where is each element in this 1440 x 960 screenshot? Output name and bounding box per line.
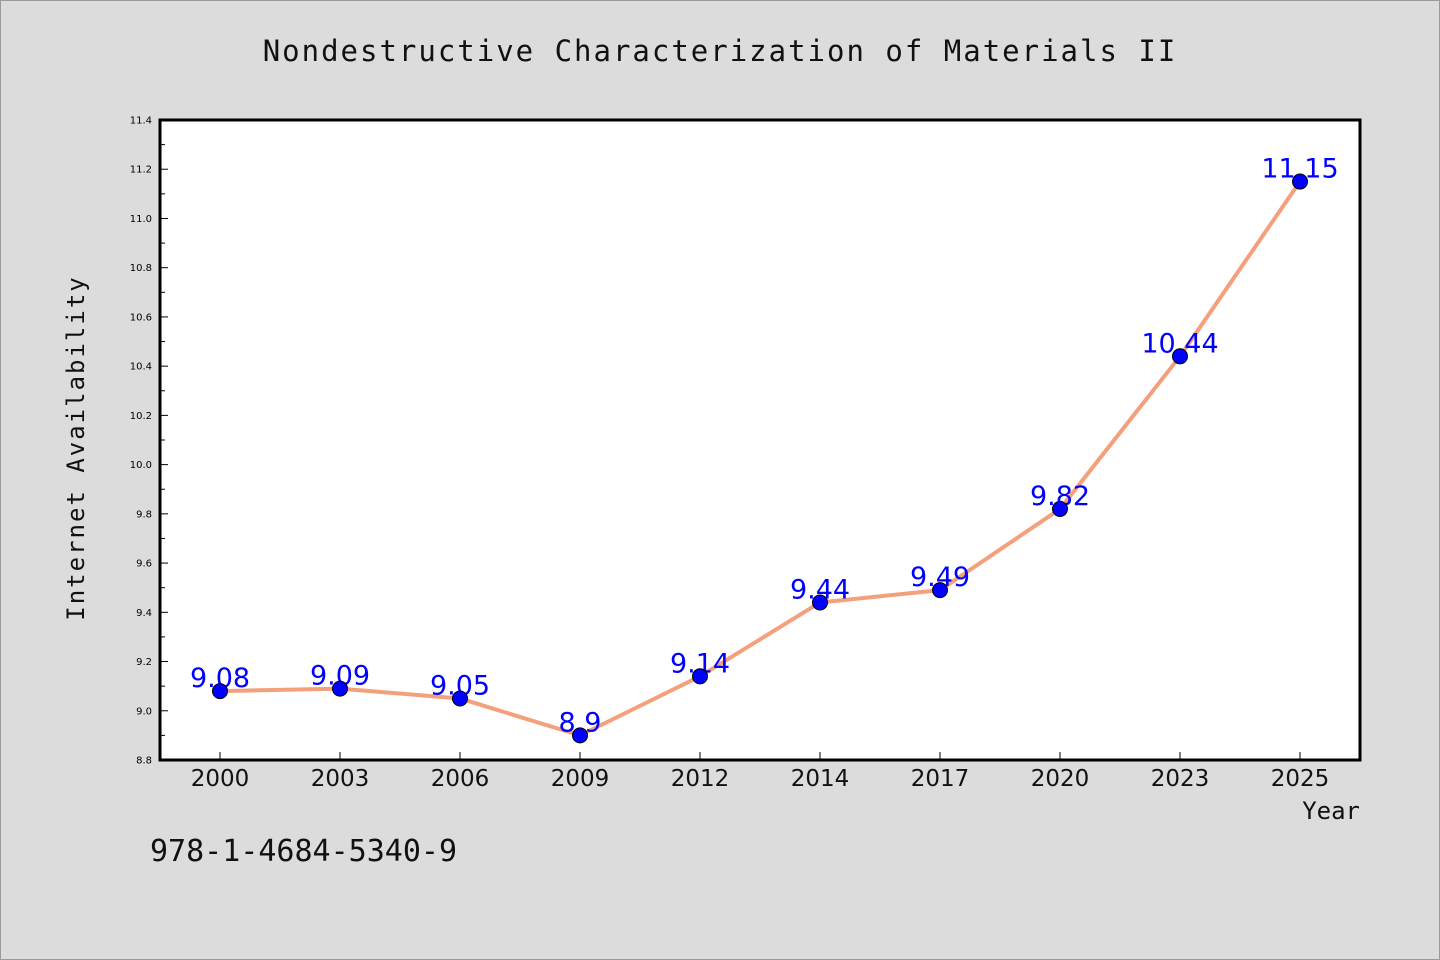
series-line — [218, 179, 1302, 738]
x-tick-label: 2023 — [1151, 766, 1210, 792]
x-tick-label: 2025 — [1271, 766, 1330, 792]
y-tick-label: 10.0 — [130, 460, 152, 471]
data-point — [1052, 500, 1068, 517]
x-tick-label: 2006 — [431, 766, 490, 792]
y-tick-label: 9.0 — [136, 706, 152, 717]
data-point — [692, 668, 708, 685]
y-tick-label: 10.6 — [130, 312, 152, 323]
x-tick-label: 2020 — [1031, 766, 1090, 792]
x-tick-label: 2017 — [911, 766, 970, 792]
data-point — [572, 727, 588, 744]
data-point — [1292, 173, 1308, 190]
data-point — [932, 582, 948, 599]
y-tick-label: 9.4 — [136, 608, 152, 619]
y-tick-label: 9.8 — [136, 509, 152, 520]
data-point — [332, 680, 348, 697]
isbn-text: 978-1-4684-5340-9 — [150, 834, 458, 869]
data-point — [812, 594, 828, 611]
x-axis-label: Year — [1302, 797, 1360, 825]
y-tick-label: 10.8 — [130, 263, 152, 274]
x-tick-label: 2014 — [791, 766, 850, 792]
y-tick-label: 9.6 — [136, 559, 152, 570]
y-tick-label: 11.4 — [130, 116, 152, 127]
x-tick-label: 2000 — [191, 766, 250, 792]
y-tick-label: 9.2 — [136, 657, 152, 668]
y-tick-label: 11.0 — [130, 214, 152, 225]
x-tick-label: 2009 — [551, 766, 610, 792]
y-tick-label: 8.8 — [136, 756, 152, 767]
x-tick-label: 2012 — [671, 766, 730, 792]
data-point — [1172, 348, 1188, 365]
x-tick-label: 2003 — [311, 766, 370, 792]
data-point — [212, 683, 228, 700]
y-tick-label: 10.4 — [130, 362, 152, 373]
data-point — [452, 690, 468, 707]
y-tick-label: 11.2 — [130, 165, 152, 176]
plot-area — [158, 118, 1362, 762]
y-tick-label: 10.2 — [130, 411, 152, 422]
chart-title: Nondestructive Characterization of Mater… — [262, 34, 1178, 68]
